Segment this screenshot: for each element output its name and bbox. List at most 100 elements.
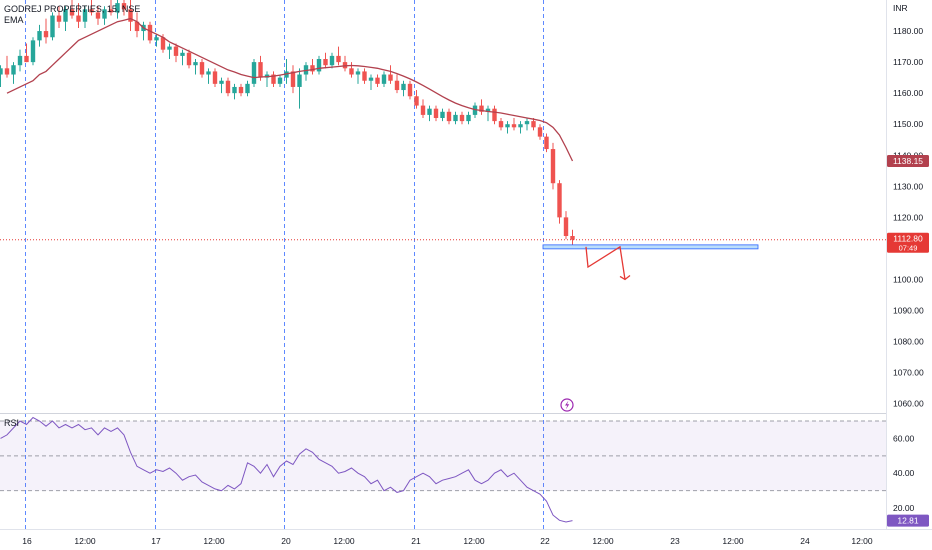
candle[interactable] xyxy=(76,3,81,28)
candle[interactable] xyxy=(180,49,185,66)
candle[interactable] xyxy=(388,65,393,84)
candle[interactable] xyxy=(17,49,23,72)
candle[interactable] xyxy=(297,68,302,109)
price-tick-label: 1130.00 xyxy=(893,181,923,191)
candle[interactable] xyxy=(50,12,55,41)
candle[interactable] xyxy=(89,0,94,16)
candle[interactable] xyxy=(147,21,153,44)
candle[interactable] xyxy=(219,77,224,94)
candle[interactable] xyxy=(323,52,328,69)
candle[interactable] xyxy=(329,52,335,69)
rsi-pane[interactable] xyxy=(0,416,886,523)
candle-body xyxy=(388,74,393,81)
candle[interactable] xyxy=(433,105,439,122)
candle[interactable] xyxy=(316,55,322,75)
candle[interactable] xyxy=(557,180,562,224)
candle[interactable] xyxy=(0,65,3,87)
candle[interactable] xyxy=(212,68,218,87)
candle[interactable] xyxy=(37,24,42,47)
candle[interactable] xyxy=(446,108,452,125)
candle[interactable] xyxy=(167,43,172,59)
projection-arrow[interactable] xyxy=(585,245,626,280)
candle[interactable] xyxy=(349,62,354,78)
candle-body xyxy=(459,114,465,122)
candle[interactable] xyxy=(102,6,107,25)
candle-body xyxy=(414,96,419,106)
candle[interactable] xyxy=(537,124,543,140)
candle[interactable] xyxy=(459,111,465,125)
candle[interactable] xyxy=(193,59,198,75)
candle[interactable] xyxy=(375,74,380,87)
candle[interactable] xyxy=(407,80,413,100)
candle[interactable] xyxy=(251,59,257,87)
candle[interactable] xyxy=(563,211,569,240)
candlestick-series[interactable] xyxy=(0,0,575,246)
candle[interactable] xyxy=(511,118,517,131)
candle[interactable] xyxy=(199,59,205,78)
candle[interactable] xyxy=(485,105,491,122)
candle[interactable] xyxy=(225,77,231,97)
ema-legend[interactable]: EMA xyxy=(4,15,24,25)
candle[interactable] xyxy=(108,0,114,16)
candle[interactable] xyxy=(128,0,133,32)
candle[interactable] xyxy=(479,99,484,115)
candle[interactable] xyxy=(381,71,387,87)
rsi-line[interactable] xyxy=(0,416,573,523)
candle[interactable] xyxy=(154,34,159,47)
candle[interactable] xyxy=(82,6,88,28)
candle[interactable] xyxy=(95,6,101,25)
candle[interactable] xyxy=(56,6,62,28)
candle[interactable] xyxy=(11,62,16,84)
candle[interactable] xyxy=(544,133,549,153)
candle[interactable] xyxy=(518,121,523,134)
candle[interactable] xyxy=(232,83,237,100)
drawing-tools[interactable] xyxy=(0,239,886,281)
candle[interactable] xyxy=(4,55,10,78)
candle[interactable] xyxy=(550,142,556,190)
candle[interactable] xyxy=(368,74,374,91)
candle[interactable] xyxy=(310,59,315,75)
candle[interactable] xyxy=(134,12,140,38)
candle[interactable] xyxy=(355,68,361,84)
candle[interactable] xyxy=(362,68,367,84)
candle[interactable] xyxy=(466,111,471,125)
candle[interactable] xyxy=(492,105,497,125)
candle[interactable] xyxy=(24,43,29,63)
candle[interactable] xyxy=(414,90,419,109)
candle[interactable] xyxy=(63,6,68,32)
candle[interactable] xyxy=(290,65,296,94)
symbol-title[interactable]: GODREJ PROPERTIES, 15, NSE xyxy=(4,4,141,14)
candle[interactable] xyxy=(115,0,120,19)
candle[interactable] xyxy=(427,105,432,122)
candle[interactable] xyxy=(498,118,504,131)
candle[interactable] xyxy=(173,43,179,63)
horizontal-level[interactable] xyxy=(542,244,759,250)
price-tick-label: 1180.00 xyxy=(893,26,923,36)
candle[interactable] xyxy=(43,18,49,44)
ema-line[interactable] xyxy=(6,17,574,162)
candle-body xyxy=(232,86,237,94)
candle[interactable] xyxy=(453,111,458,125)
candle[interactable] xyxy=(524,118,530,131)
candle[interactable] xyxy=(245,80,250,97)
candle[interactable] xyxy=(394,74,400,94)
rsi-legend[interactable]: RSI xyxy=(4,418,20,428)
ema-series[interactable] xyxy=(6,17,574,162)
candle[interactable] xyxy=(401,80,406,97)
candle[interactable] xyxy=(531,118,536,131)
candle[interactable] xyxy=(121,0,127,16)
candle[interactable] xyxy=(238,83,244,97)
candle[interactable] xyxy=(570,229,575,246)
candle[interactable] xyxy=(206,68,211,84)
candle[interactable] xyxy=(271,71,276,87)
alert-icon[interactable] xyxy=(560,398,574,412)
candle[interactable] xyxy=(186,49,192,69)
candle[interactable] xyxy=(69,0,75,19)
candle[interactable] xyxy=(420,99,426,118)
candle[interactable] xyxy=(277,74,283,87)
candle[interactable] xyxy=(336,46,341,66)
candle[interactable] xyxy=(505,121,510,134)
candle[interactable] xyxy=(440,108,445,122)
candle[interactable] xyxy=(30,37,36,66)
